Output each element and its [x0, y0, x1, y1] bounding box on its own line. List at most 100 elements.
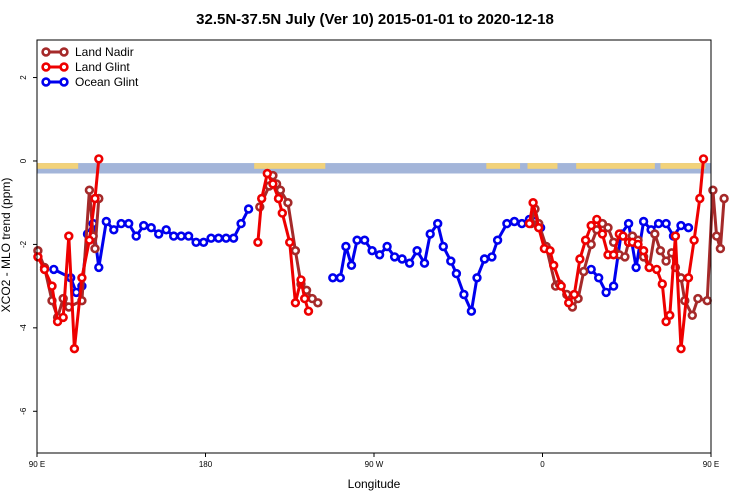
land-glint-point [575, 254, 585, 264]
land-glint-point [273, 193, 284, 204]
ocean-glint-point [154, 229, 164, 239]
land-glint-point [670, 231, 681, 241]
ocean-glint-point [146, 223, 156, 233]
ocean-glint-point [346, 260, 357, 270]
land-glint-point [285, 237, 295, 248]
ocean-glint-point [631, 262, 641, 273]
legend-marker [41, 47, 51, 57]
land-glint-point [268, 179, 278, 189]
legend-label: Land Glint [75, 60, 130, 74]
land-nadir-point [283, 198, 293, 208]
land-glint-point [657, 279, 667, 289]
ocean-glint-point [228, 233, 239, 243]
land-glint-point [618, 231, 628, 241]
land-mask-segment [660, 163, 706, 169]
land-glint-point [586, 220, 596, 231]
x-tick-label: 180 [199, 460, 213, 469]
land-glint-point [90, 193, 100, 204]
ocean-glint-point [161, 225, 171, 235]
land-nadir-point [578, 266, 589, 277]
ocean-glint-point [116, 218, 126, 229]
land-nadir-point [290, 246, 301, 256]
y-tick-label: -2 [19, 240, 28, 248]
ocean-glint-point [169, 231, 179, 241]
ocean-glint-point [661, 218, 671, 229]
ocean-glint-point [509, 216, 520, 227]
legend-marker [59, 47, 69, 57]
land-glint-point [569, 289, 579, 300]
land-glint-point [290, 298, 301, 308]
ocean-glint-point [328, 273, 338, 283]
ocean-glint-point [472, 273, 482, 283]
ocean-glint-point [198, 237, 209, 248]
ocean-glint-point [466, 306, 477, 316]
land-glint-point [665, 310, 675, 320]
ocean-glint-point [492, 235, 503, 245]
land-nadir-point [620, 252, 630, 262]
land-glint-point [689, 235, 699, 245]
y-tick-label: 2 [19, 75, 28, 80]
land-nadir-point [90, 243, 100, 254]
ocean-glint-point [123, 218, 134, 229]
ocean-glint-point [433, 218, 443, 229]
land-glint-point [698, 154, 709, 164]
ocean-glint-point [176, 231, 186, 241]
ocean-glint-point [451, 268, 462, 279]
land-glint-point [262, 168, 272, 179]
ocean-glint-point [359, 235, 370, 245]
legend-marker [41, 77, 51, 87]
y-tick-label: -6 [19, 407, 28, 415]
ocean-glint-point [397, 254, 407, 264]
legend-marker [59, 77, 69, 87]
ocean-glint-point [236, 218, 246, 229]
legend-marker [41, 62, 51, 72]
ocean-glint-point [683, 223, 694, 233]
land-mask-segment [576, 163, 655, 169]
ocean-glint-point [335, 273, 345, 283]
land-mask-segment [37, 163, 79, 169]
ocean-glint-point [653, 218, 664, 229]
land-mask-segment [527, 163, 558, 169]
x-axis: 90 E 180 90 W 0 90 E [29, 453, 719, 469]
land-glint-point [592, 214, 602, 225]
ocean-glint-point [446, 256, 456, 266]
land-glint-point [257, 193, 267, 204]
legend-label: Ocean Glint [75, 75, 139, 89]
ocean-glint-point [131, 231, 141, 241]
ocean-glint-point [243, 204, 254, 214]
land-glint-point [548, 260, 559, 270]
land-glint-point [683, 273, 694, 283]
land-glint-point [651, 264, 662, 275]
ocean-glint-point [623, 218, 634, 229]
land-glint-point [524, 218, 535, 229]
land-glint-point [33, 252, 43, 262]
ocean-glint-point [593, 273, 604, 283]
land-glint-series [33, 154, 709, 354]
land-glint-point [69, 344, 80, 354]
land-glint-point [644, 262, 654, 273]
land-glint-point [661, 316, 671, 327]
land-nadir-point [84, 185, 95, 195]
land-nadir-point [650, 229, 660, 239]
land-mask-segments [37, 163, 706, 169]
land-mask-segment [486, 163, 521, 169]
ocean-glint-point [139, 220, 149, 231]
land-glint-point [563, 298, 574, 308]
land-nadir-point [275, 185, 286, 195]
y-tick-label: -4 [19, 324, 28, 332]
ocean-glint-point [601, 287, 611, 298]
chart-title: 32.5N-37.5N July (Ver 10) 2015-01-01 to … [196, 11, 554, 28]
ocean-glint-point [517, 218, 527, 229]
land-nadir-point [711, 231, 722, 241]
land-glint-point [303, 306, 314, 316]
plot-area [33, 39, 729, 454]
ocean-glint-point [438, 241, 448, 252]
land-glint-point [695, 193, 705, 204]
land-nadir-point [655, 246, 666, 256]
land-glint-point [277, 208, 287, 218]
land-glint-point [633, 239, 643, 250]
ocean-glint-point [487, 252, 497, 262]
y-axis-label: XCO2 - MLO trend (ppm) [0, 178, 13, 313]
land-glint-point [528, 198, 538, 208]
ocean-glint-series [49, 204, 546, 316]
